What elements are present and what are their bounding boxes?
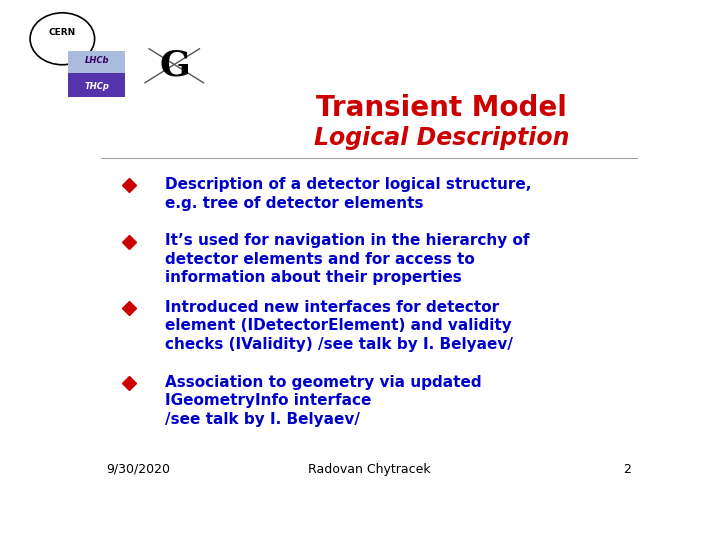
Text: 2: 2 — [624, 463, 631, 476]
Text: CERN: CERN — [49, 28, 76, 37]
Text: Association to geometry via updated
IGeometryInfo interface
/see talk by I. Bely: Association to geometry via updated IGeo… — [166, 375, 482, 427]
Text: Introduced new interfaces for detector
element (IDetectorElement) and validity
c: Introduced new interfaces for detector e… — [166, 300, 513, 352]
Text: G: G — [160, 49, 191, 83]
Text: Transient Model: Transient Model — [316, 94, 567, 123]
Text: Radovan Chytracek: Radovan Chytracek — [307, 463, 431, 476]
Text: LHCb: LHCb — [84, 56, 109, 65]
Text: Description of a detector logical structure,
e.g. tree of detector elements: Description of a detector logical struct… — [166, 177, 531, 211]
Text: THCp: THCp — [84, 82, 109, 91]
FancyBboxPatch shape — [68, 73, 125, 97]
Text: It’s used for navigation in the hierarchy of
detector elements and for access to: It’s used for navigation in the hierarch… — [166, 233, 530, 286]
FancyBboxPatch shape — [68, 51, 125, 73]
Text: Logical Description: Logical Description — [314, 126, 570, 150]
Text: 9/30/2020: 9/30/2020 — [107, 463, 171, 476]
